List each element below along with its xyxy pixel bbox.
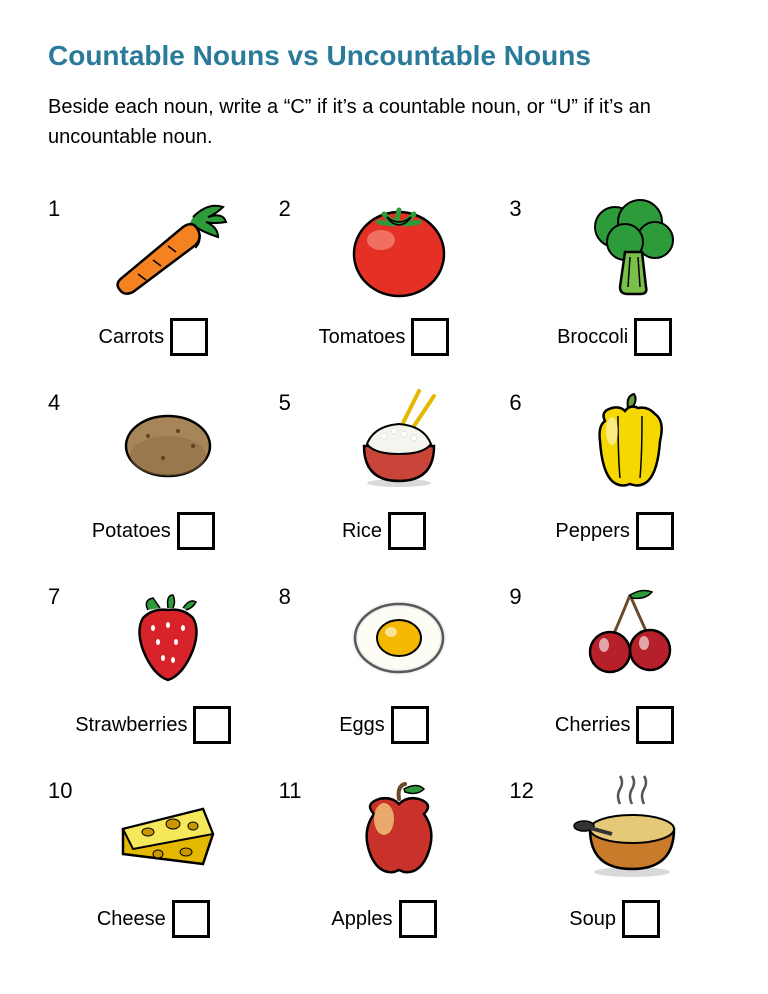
item-number: 7: [48, 580, 78, 610]
page-title: Countable Nouns vs Uncountable Nouns: [48, 40, 720, 72]
broccoli-icon: [539, 192, 720, 302]
item-number: 12: [509, 774, 539, 804]
answer-box[interactable]: [170, 318, 208, 356]
item-label: Apples: [331, 908, 392, 931]
answer-box[interactable]: [634, 318, 672, 356]
item-peppers: 6 Peppers: [509, 386, 720, 550]
item-label: Tomatoes: [319, 326, 406, 349]
item-cherries: 9 Cherries: [509, 580, 720, 744]
cherries-icon: [539, 580, 720, 690]
item-strawberries: 7 Strawberries: [48, 580, 259, 744]
answer-box[interactable]: [636, 512, 674, 550]
item-number: 10: [48, 774, 78, 804]
instructions-text: Beside each noun, write a “C” if it’s a …: [48, 92, 720, 152]
item-number: 2: [279, 192, 309, 222]
item-label: Peppers: [555, 520, 630, 543]
item-eggs: 8 Eggs: [279, 580, 490, 744]
item-label: Potatoes: [92, 520, 171, 543]
tomato-icon: [309, 192, 490, 302]
item-cheese: 10 Cheese: [48, 774, 259, 938]
item-label: Cheese: [97, 908, 166, 931]
item-label: Broccoli: [557, 326, 628, 349]
answer-box[interactable]: [177, 512, 215, 550]
item-label: Cherries: [555, 714, 631, 737]
cheese-icon: [78, 774, 259, 884]
item-label: Carrots: [99, 326, 165, 349]
item-number: 3: [509, 192, 539, 222]
worksheet-grid: 1 Carrots 2: [48, 192, 720, 938]
answer-box[interactable]: [622, 900, 660, 938]
rice-icon: [309, 386, 490, 496]
item-label: Eggs: [339, 714, 385, 737]
carrot-icon: [78, 192, 259, 302]
apple-icon: [309, 774, 490, 884]
item-number: 1: [48, 192, 78, 222]
item-number: 9: [509, 580, 539, 610]
item-number: 5: [279, 386, 309, 416]
answer-box[interactable]: [172, 900, 210, 938]
item-carrots: 1 Carrots: [48, 192, 259, 356]
item-label: Strawberries: [75, 714, 187, 737]
item-number: 4: [48, 386, 78, 416]
answer-box[interactable]: [391, 706, 429, 744]
item-number: 11: [279, 774, 309, 804]
item-rice: 5 Rice: [279, 386, 490, 550]
item-label: Rice: [342, 520, 382, 543]
item-apples: 11 Apples: [279, 774, 490, 938]
item-number: 6: [509, 386, 539, 416]
potato-icon: [78, 386, 259, 496]
soup-icon: [539, 774, 720, 884]
item-tomatoes: 2 Tomatoes: [279, 192, 490, 356]
item-broccoli: 3 Broccoli: [509, 192, 720, 356]
answer-box[interactable]: [399, 900, 437, 938]
answer-box[interactable]: [636, 706, 674, 744]
answer-box[interactable]: [193, 706, 231, 744]
strawberry-icon: [78, 580, 259, 690]
answer-box[interactable]: [411, 318, 449, 356]
answer-box[interactable]: [388, 512, 426, 550]
item-soup: 12 Soup: [509, 774, 720, 938]
item-potatoes: 4 Potatoes: [48, 386, 259, 550]
egg-icon: [309, 580, 490, 690]
item-label: Soup: [569, 908, 616, 931]
item-number: 8: [279, 580, 309, 610]
pepper-icon: [539, 386, 720, 496]
